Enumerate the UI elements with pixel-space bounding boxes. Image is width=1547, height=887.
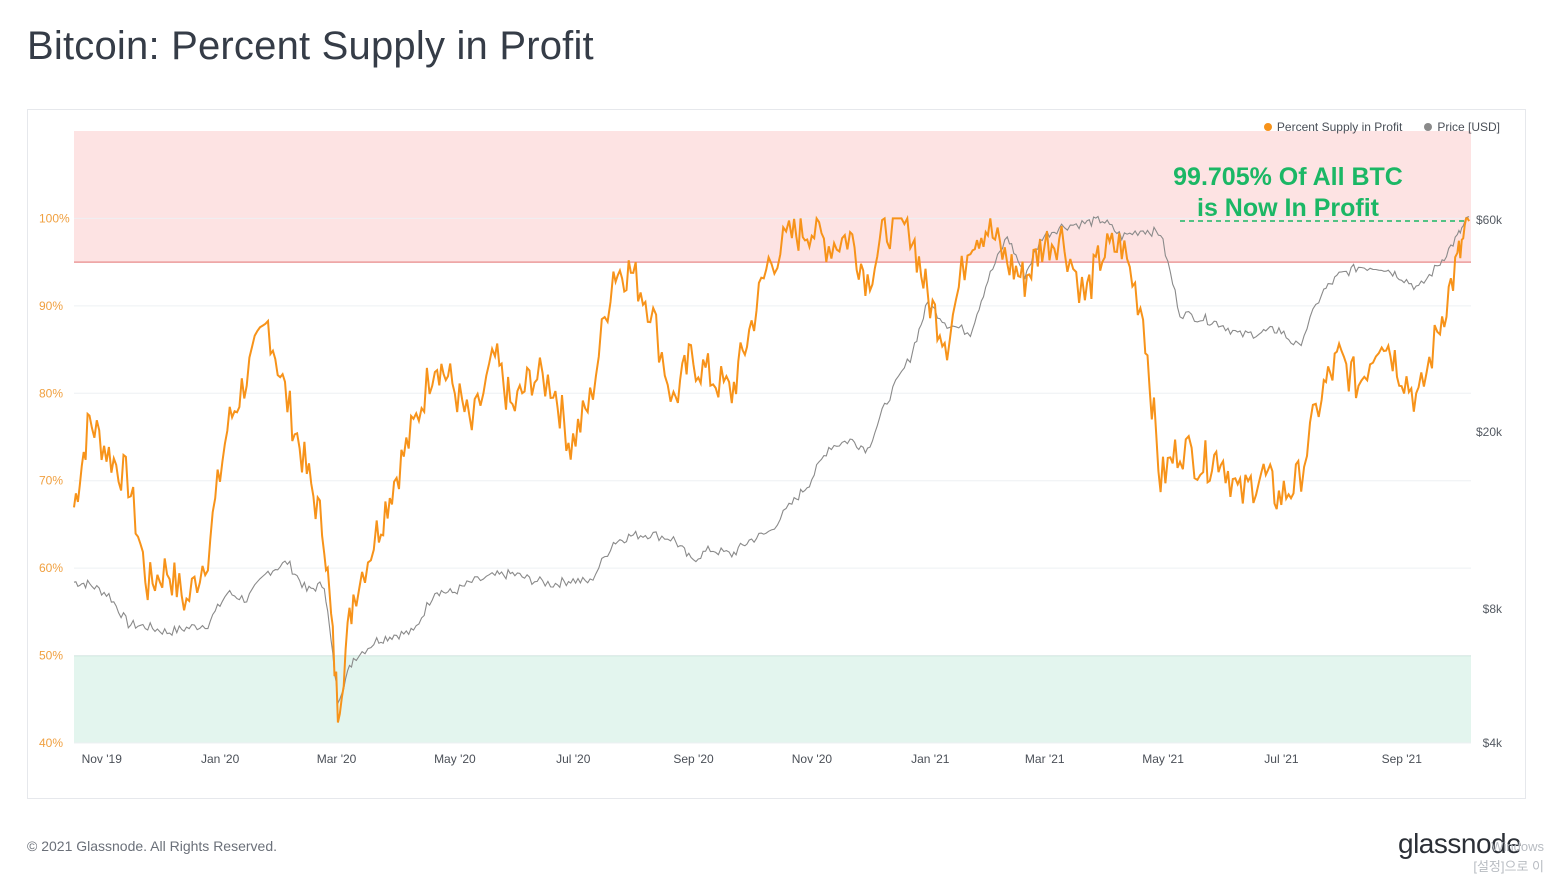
y-right-tick-label: $8k <box>1483 602 1503 616</box>
x-tick-label: Mar '20 <box>317 752 357 766</box>
y-left-tick-label: 70% <box>39 474 63 488</box>
band-low <box>74 655 1471 743</box>
y-left-tick-label: 60% <box>39 561 63 575</box>
footer-copyright: © 2021 Glassnode. All Rights Reserved. <box>27 838 278 854</box>
annotation-line-2: is Now In Profit <box>1197 194 1379 222</box>
y-right-tick-label: $60k <box>1476 213 1503 227</box>
x-tick-label: Nov '20 <box>792 752 833 766</box>
band-high <box>74 131 1471 263</box>
legend-label-price: Price [USD] <box>1437 120 1500 134</box>
legend-dot-price-icon <box>1424 123 1433 131</box>
x-tick-label: Jan '20 <box>201 752 240 766</box>
x-tick-label: Jul '21 <box>1264 752 1299 766</box>
x-tick-label: May '21 <box>1142 752 1184 766</box>
y-left-tick-label: 90% <box>39 299 63 313</box>
y-left-tick-label: 80% <box>39 386 63 400</box>
x-tick-label: May '20 <box>434 752 476 766</box>
watermark-line-2: [설정]으로 이 <box>1473 859 1544 874</box>
legend-label-supply: Percent Supply in Profit <box>1276 120 1403 134</box>
watermark-line-1: Windows <box>1491 839 1544 854</box>
x-tick-label: Jan '21 <box>911 752 950 766</box>
x-tick-label: Nov '19 <box>82 752 123 766</box>
annotation-line-1: 99.705% Of All BTC <box>1173 163 1403 191</box>
y-left-tick-label: 100% <box>39 211 70 225</box>
y-left-tick-label: 50% <box>39 649 63 663</box>
glassnode-logo: glassnode <box>1398 828 1522 859</box>
chart-legend: Percent Supply in Profit Price [USD] <box>1263 120 1500 134</box>
y-right-tick-label: $4k <box>1483 736 1503 750</box>
supply-series-line <box>73 214 1470 723</box>
page-title: Bitcoin: Percent Supply in Profit <box>27 24 594 68</box>
x-tick-label: Sep '21 <box>1382 752 1423 766</box>
y-left-tick-label: 40% <box>39 736 63 750</box>
x-tick-label: Jul '20 <box>556 752 591 766</box>
chart-annotation: 99.705% Of All BTC is Now In Profit <box>1158 162 1418 224</box>
x-tick-label: Sep '20 <box>673 752 714 766</box>
price-series-line <box>73 215 1470 706</box>
legend-item-supply[interactable]: Percent Supply in Profit <box>1263 120 1403 134</box>
x-tick-label: Mar '21 <box>1025 752 1065 766</box>
y-right-tick-label: $20k <box>1476 425 1503 439</box>
legend-dot-supply-icon <box>1263 123 1272 131</box>
legend-item-price[interactable]: Price [USD] <box>1424 120 1500 134</box>
windows-activation-watermark: Windows [설정]으로 이 <box>1456 837 1544 877</box>
